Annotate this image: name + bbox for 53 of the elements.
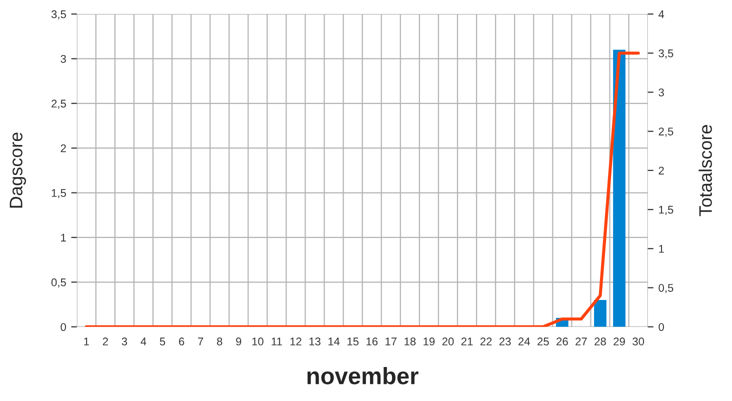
y-tick-label: 1,5 [52,189,66,198]
y2-tick-label: 4 [658,10,664,18]
x-tick-label: 25 [538,338,549,346]
x-tick-label: 27 [576,338,587,346]
y-tick-label: 3 [60,54,66,63]
y-tick-label: 2,5 [52,100,66,109]
x-tick-label: 16 [366,338,378,346]
x-tick-label: 17 [386,338,397,346]
x-tick-label: 13 [309,338,320,346]
x-tick-label: 18 [404,338,416,346]
x-tick-label: 19 [424,338,435,346]
x-tick-label: 12 [290,338,302,346]
x-tick-label: 30 [632,338,644,346]
y-axis-title: Dagscore [10,132,26,208]
line-series [84,52,640,327]
y2-tick-label: 3,5 [658,49,674,59]
x-tick-label: 4 [140,338,146,346]
x-tick-label: 20 [442,338,454,346]
x-tick-label: 8 [216,338,222,346]
y2-tick-label: 1 [659,245,664,253]
x-tick-label: 6 [179,338,184,346]
x-tick-label: 9 [236,338,242,346]
x-tick-label: 10 [252,338,264,346]
x-tick-label: 28 [594,338,606,346]
x-tick-label: 29 [614,338,625,346]
x-tick-label: 3 [122,338,128,346]
y-tick-label: 1 [61,234,66,242]
x-tick-label: 24 [518,338,530,346]
y-tick-label: 0,5 [51,278,66,288]
x-tick-label: 7 [198,338,204,346]
y-tick-label: 0 [60,323,66,331]
x-tick-label: 22 [480,338,492,346]
x-tick-label: 14 [328,338,340,346]
x-tick-label: 15 [347,338,359,346]
y2-tick-label: 2 [658,166,664,174]
y2-tick-label: 3 [658,88,664,96]
y2-tick-label: 2,5 [658,128,674,137]
x-tick-label: 1 [84,338,89,346]
x-tick-label: 2 [102,338,108,346]
y2-axis-title: Totaalscore [698,125,712,216]
x-axis-title: november [307,367,418,384]
bar [613,50,626,327]
x-tick-label: 23 [499,338,511,346]
y2-tick-label: 1,5 [659,206,674,215]
y2-tick-label: 0,5 [658,284,674,294]
y-tick-label: 2 [60,144,66,152]
x-tick-label: 21 [461,338,473,346]
x-tick-label: 11 [272,338,282,346]
bar [594,300,606,327]
y-tick-label: 3,5 [51,10,66,20]
x-tick-label: 5 [160,338,166,346]
y2-tick-label: 0 [658,323,664,331]
x-tick-label: 26 [556,338,568,346]
